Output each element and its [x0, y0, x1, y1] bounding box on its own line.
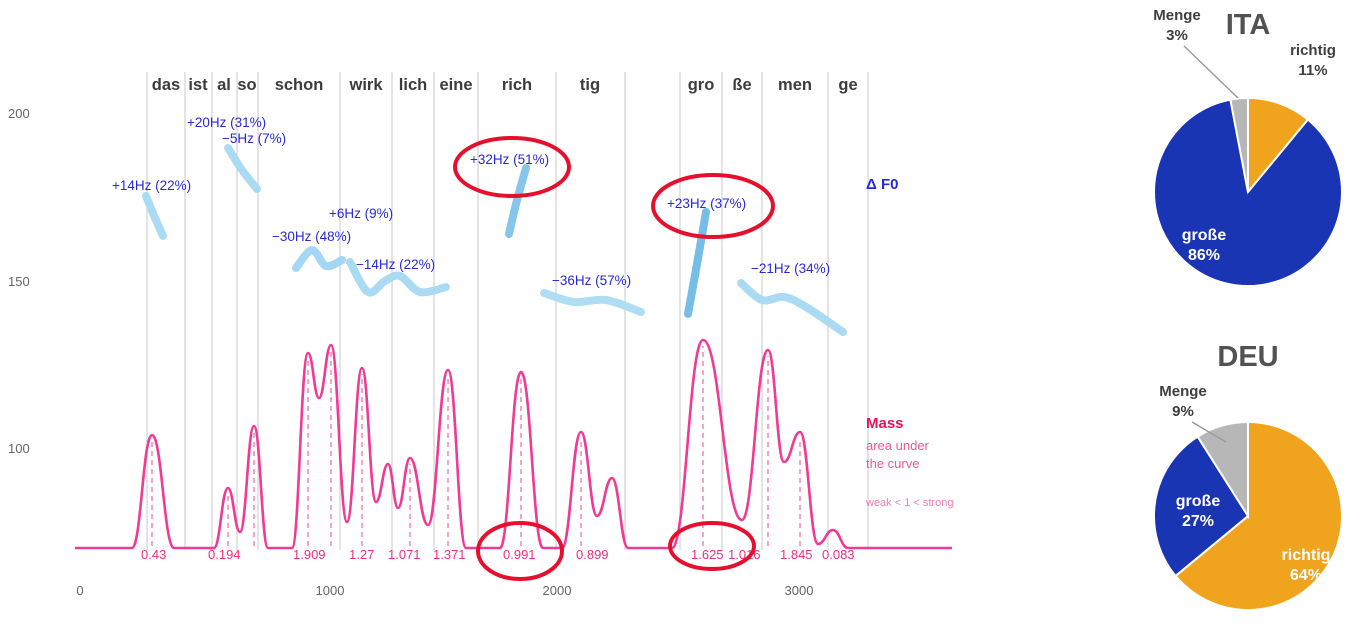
deu-pct-richtig: 64% — [1290, 567, 1322, 584]
deu-menge-leader-line — [1191, 421, 1227, 443]
mass-peak-dashed-lines — [151, 346, 801, 546]
mass-value: 1.27 — [349, 547, 374, 562]
x-tick: 2000 — [543, 583, 572, 598]
highlight-ellipse-f0-gro — [651, 173, 775, 239]
f0-annotation: −21Hz (34%) — [751, 261, 830, 276]
ita-pie-title: ITA — [1226, 9, 1271, 41]
f0-contour-segment — [684, 208, 710, 318]
word-label: men — [778, 76, 812, 94]
prosody-chart: das ist al so schon wirk lich eine rich … — [8, 72, 953, 598]
mass-value: 1.071 — [388, 547, 421, 562]
f0-annotation: −5Hz (7%) — [222, 131, 286, 146]
f0-contour-segment — [346, 258, 450, 297]
deu-pie — [1153, 420, 1343, 611]
mass-legend: Mass area under the curve weak < 1 < str… — [865, 415, 953, 509]
word-label: ße — [732, 76, 751, 94]
mass-value-highlighted: 0.991 — [503, 547, 536, 562]
mass-value: 0.083 — [822, 547, 855, 562]
deu-label-richtig: richtig — [1282, 547, 1331, 564]
f0-contour-segment — [224, 144, 261, 193]
ita-label-richtig: richtig — [1290, 42, 1336, 59]
f0-contour-segment — [142, 192, 167, 240]
word-label: tig — [580, 76, 600, 94]
mass-value: 0.899 — [576, 547, 609, 562]
mass-value: 1.909 — [293, 547, 326, 562]
f0-annotation: −30Hz (48%) — [272, 229, 351, 244]
word-label: eine — [439, 76, 472, 94]
gridlines — [146, 72, 869, 550]
pie-slice-Menge — [1196, 420, 1249, 520]
mass-value: 0.43 — [141, 547, 166, 562]
y-tick: 200 — [8, 106, 30, 121]
mass-value-highlighted: 1.625 — [691, 547, 724, 562]
f0-contour-segment — [505, 164, 530, 238]
f0-annotation: −14Hz (22%) — [356, 257, 435, 272]
highlight-ellipses — [453, 136, 775, 581]
y-tick: 150 — [8, 274, 30, 289]
deu-label-menge: Menge — [1159, 383, 1207, 400]
word-label: ist — [188, 76, 208, 94]
x-tick: 3000 — [785, 583, 814, 598]
mass-legend-line1: area under — [866, 438, 930, 453]
mass-curve — [74, 338, 952, 550]
f0-contour-segment — [737, 279, 847, 336]
word-label: lich — [399, 76, 427, 94]
mass-values: 0.43 0.194 1.909 1.27 1.071 1.371 0.991 … — [141, 547, 855, 562]
pie-slice-richtig — [1247, 96, 1310, 195]
deu-label-grosse: große — [1176, 493, 1221, 510]
x-tick: 0 — [76, 583, 83, 598]
pie-slice-Menge — [1229, 96, 1249, 193]
ita-pie-labels: ITA Menge 3% richtig 11% große 86% — [1153, 7, 1336, 264]
word-tier: das ist al so schon wirk lich eine rich … — [152, 76, 858, 94]
ita-label-menge: Menge — [1153, 7, 1201, 24]
f0-annotation-highlighted: +23Hz (37%) — [667, 196, 746, 211]
word-label: rich — [502, 76, 532, 94]
word-label: wirk — [348, 76, 383, 94]
word-label: al — [217, 76, 231, 94]
f0-annotation: +14Hz (22%) — [112, 178, 191, 193]
mass-value: 1.371 — [433, 547, 466, 562]
pie-slice-große — [1153, 98, 1343, 287]
f0-annotation: +6Hz (9%) — [329, 206, 393, 221]
word-label: so — [237, 76, 256, 94]
f0-annotation: +20Hz (31%) — [187, 115, 266, 130]
f0-contour-segment — [540, 289, 645, 316]
pie-charts-panel: ITA Menge 3% richtig 11% große 86% DEU M… — [1153, 7, 1343, 611]
mass-value: 0.194 — [208, 547, 241, 562]
word-label: ge — [838, 76, 857, 94]
ita-pie — [1153, 96, 1343, 287]
deu-pie-title: DEU — [1217, 341, 1278, 373]
highlight-ellipse-f0-rich — [453, 136, 571, 198]
highlight-ellipse-mass-rich — [476, 521, 564, 581]
word-label: das — [152, 76, 180, 94]
ita-menge-leader-line — [1183, 45, 1239, 99]
deu-pct-grosse: 27% — [1182, 513, 1214, 530]
word-label: gro — [688, 76, 715, 94]
word-label: schon — [275, 76, 324, 94]
ita-label-grosse: große — [1182, 227, 1227, 244]
pie-slice-große — [1153, 435, 1250, 578]
f0-contour-segment — [292, 246, 346, 272]
deu-pct-menge: 9% — [1172, 403, 1194, 420]
x-tick: 1000 — [316, 583, 345, 598]
delta-f0-series-label: Δ F0 — [866, 176, 898, 193]
mass-scale-note: weak < 1 < strong — [865, 497, 953, 509]
deu-pie-labels: DEU Menge 9% große 27% richtig 64% — [1159, 341, 1330, 584]
mass-legend-line2: the curve — [866, 456, 919, 471]
axis-labels: 200 150 100 0 1000 2000 3000 — [8, 106, 813, 598]
f0-contour-segments — [142, 144, 847, 336]
y-tick: 100 — [8, 441, 30, 456]
ita-pct-grosse: 86% — [1188, 247, 1220, 264]
f0-annotations: +14Hz (22%) +20Hz (31%) −5Hz (7%) −30Hz … — [112, 115, 898, 288]
mass-value: 1.845 — [780, 547, 813, 562]
f0-annotation: −36Hz (57%) — [552, 273, 631, 288]
pie-slice-richtig — [1174, 420, 1343, 611]
highlight-ellipse-mass-gro — [668, 521, 756, 571]
f0-annotation-highlighted: +32Hz (51%) — [470, 152, 549, 167]
mass-legend-title: Mass — [866, 415, 904, 432]
ita-pct-richtig: 11% — [1298, 62, 1327, 79]
ita-pct-menge: 3% — [1166, 27, 1188, 44]
